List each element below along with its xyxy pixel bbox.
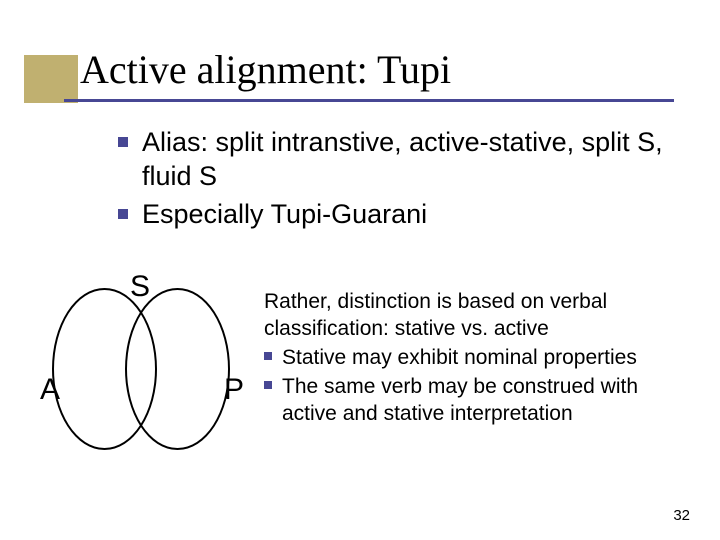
bullet-item: Especially Tupi-Guarani: [118, 197, 690, 231]
page-number: 32: [673, 507, 690, 524]
side-intro: Rather, distinction is based on verbal c…: [264, 288, 674, 342]
sub-bullet-item: Stative may exhibit nominal properties: [264, 344, 674, 371]
slide-title: Active alignment: Tupi: [80, 46, 451, 93]
venn-label-p: P: [224, 373, 244, 407]
main-bullet-list: Alias: split intranstive, active-stative…: [118, 125, 690, 235]
bullet-icon: [264, 381, 272, 389]
title-accent-box: [24, 55, 78, 103]
bullet-item: Alias: split intranstive, active-stative…: [118, 125, 690, 193]
title-underline: [64, 99, 674, 102]
bullet-icon: [118, 209, 128, 219]
bullet-text: Especially Tupi-Guarani: [142, 197, 427, 231]
bullet-text: Alias: split intranstive, active-stative…: [142, 125, 690, 193]
venn-label-a: A: [40, 373, 60, 407]
sub-bullet-item: The same verb may be construed with acti…: [264, 373, 674, 427]
bullet-icon: [264, 352, 272, 360]
side-text-block: Rather, distinction is based on verbal c…: [264, 288, 674, 427]
sub-bullet-text: The same verb may be construed with acti…: [282, 373, 674, 427]
venn-diagram: S A P: [40, 268, 250, 458]
venn-label-s: S: [130, 270, 150, 304]
sub-bullet-text: Stative may exhibit nominal properties: [282, 344, 637, 371]
bullet-icon: [118, 137, 128, 147]
venn-ellipse-right: [125, 288, 230, 450]
